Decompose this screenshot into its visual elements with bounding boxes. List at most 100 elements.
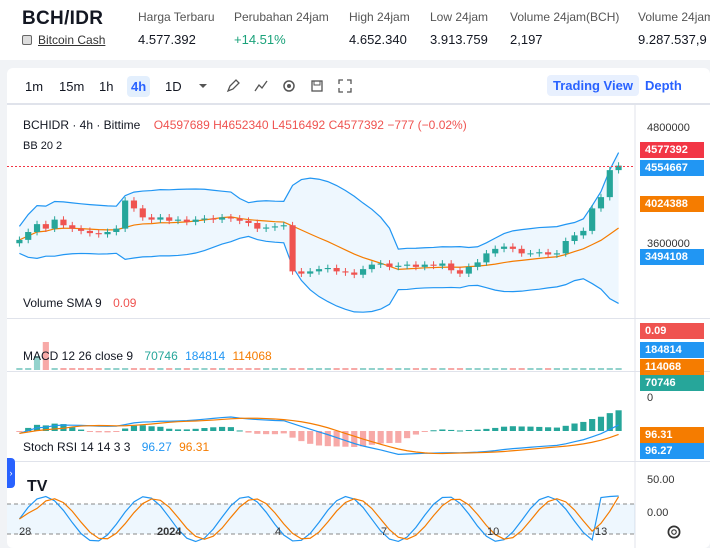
volume-bar: [289, 368, 296, 370]
candle: [492, 248, 499, 254]
candle: [315, 269, 323, 272]
coin-name: Bitcoin Cash: [38, 33, 106, 47]
tab-4h[interactable]: 4h: [127, 76, 151, 97]
volume-bar: [95, 368, 102, 370]
time-tick: 28: [19, 526, 32, 538]
candle: [113, 228, 120, 232]
pair-title: BCH/IDR: [22, 8, 104, 29]
stat-value: 9.287.537,9: [638, 32, 707, 47]
candle: [430, 264, 437, 266]
macd-histogram-bar: [174, 429, 182, 431]
time-tick: 10: [487, 526, 500, 538]
chart-area[interactable]: [7, 104, 710, 548]
macd-histogram-bar: [104, 431, 111, 433]
settings-icon[interactable]: [665, 523, 683, 541]
candle: [227, 217, 234, 219]
candle: [69, 225, 76, 229]
candle: [104, 232, 111, 235]
volume-bar: [456, 368, 464, 370]
macd-histogram-bar: [254, 431, 261, 434]
ohlc-low: L4516492: [271, 118, 326, 132]
volume-bar: [615, 368, 622, 370]
candle: [183, 219, 190, 222]
candle: [456, 270, 464, 274]
macd-histogram-bar: [412, 431, 420, 435]
volume-bar: [395, 368, 402, 370]
macd-label: MACD 12 26 close 9: [23, 349, 134, 363]
candle: [166, 217, 173, 221]
volume-bar: [122, 368, 129, 370]
bb-upper-line: [18, 152, 620, 250]
volume-bar: [51, 368, 58, 370]
macd-histogram-bar: [518, 426, 525, 431]
candle: [509, 246, 516, 249]
volume-bar: [139, 368, 146, 370]
volume-bar: [500, 368, 508, 370]
macd-histogram-bar: [307, 431, 314, 444]
macd-histogram-bar: [192, 428, 199, 431]
volume-bar: [307, 368, 314, 370]
candle: [192, 219, 199, 222]
macd-histogram-bar: [236, 430, 243, 432]
candle: [130, 200, 138, 209]
macd-histogram-bar: [342, 431, 349, 447]
volume-bar: [315, 368, 323, 370]
symbol-label: BCHIDR · 4h · Bittime: [23, 118, 141, 132]
macd-histogram-bar: [201, 428, 208, 431]
candle: [218, 217, 226, 220]
macd-histogram-bar: [589, 419, 596, 431]
macd-histogram-bar: [95, 431, 102, 433]
volume-bar: [104, 368, 111, 370]
macd-histogram-bar: [157, 426, 164, 431]
volume-bar: [545, 368, 552, 370]
coin-link[interactable]: Bitcoin Cash: [22, 33, 105, 47]
macd-histogram-bar: [404, 431, 411, 439]
expand-tab[interactable]: ›: [7, 458, 15, 488]
volume-bar: [174, 368, 182, 370]
save-icon[interactable]: [309, 78, 325, 94]
time-tick: 7: [381, 526, 388, 538]
tab-1m[interactable]: 1m: [25, 79, 44, 94]
stoch-tick: 0.00: [647, 507, 669, 519]
bb-mid-tag: 4024388: [640, 196, 704, 212]
stoch-legend: Stoch RSI 14 14 3 3 96.27 96.31: [23, 440, 209, 454]
volume-bar: [404, 368, 411, 370]
trading-view-button[interactable]: Trading View: [547, 75, 639, 96]
bb-lower-tag: 3494108: [640, 249, 704, 265]
volume-bar: [148, 368, 155, 370]
macd-histogram-bar: [25, 427, 32, 431]
tradingview-logo: TV: [27, 478, 48, 495]
tab-1h[interactable]: 1h: [99, 79, 114, 94]
candle: [553, 253, 560, 255]
macd-histogram-bar: [333, 431, 340, 447]
tab-1D[interactable]: 1D: [165, 79, 182, 94]
volume-bar: [69, 368, 76, 370]
stoch-k-line: [18, 495, 619, 543]
candle: [210, 218, 217, 220]
indicator-icon[interactable]: [253, 78, 269, 94]
volume-bar: [236, 368, 243, 370]
candle: [351, 272, 358, 275]
depth-button[interactable]: Depth: [645, 78, 682, 93]
macd-histogram-bar: [218, 426, 226, 431]
chevron-down-icon[interactable]: [195, 78, 211, 94]
candle: [395, 265, 402, 267]
fullscreen-icon[interactable]: [337, 78, 353, 94]
volume-bar: [42, 342, 49, 370]
draw-icon[interactable]: [225, 78, 241, 94]
stat-value: 3.913.759: [430, 32, 488, 47]
volume-bar: [430, 368, 437, 370]
stat-1: Perubahan 24jam +14.51%: [234, 10, 329, 47]
candle: [518, 248, 525, 254]
volume-bar: [562, 368, 569, 370]
candle: [474, 262, 481, 267]
volume-bar: [16, 368, 23, 370]
gear-icon[interactable]: [281, 78, 297, 94]
stat-3: Low 24jam 3.913.759: [430, 10, 488, 47]
volume-bar: [324, 368, 331, 370]
tab-15m[interactable]: 15m: [59, 79, 85, 94]
macd-histogram-bar: [386, 431, 393, 444]
volume-bar: [386, 368, 393, 370]
stoch-d-tag: 96.31: [640, 427, 704, 443]
candle: [139, 208, 146, 218]
